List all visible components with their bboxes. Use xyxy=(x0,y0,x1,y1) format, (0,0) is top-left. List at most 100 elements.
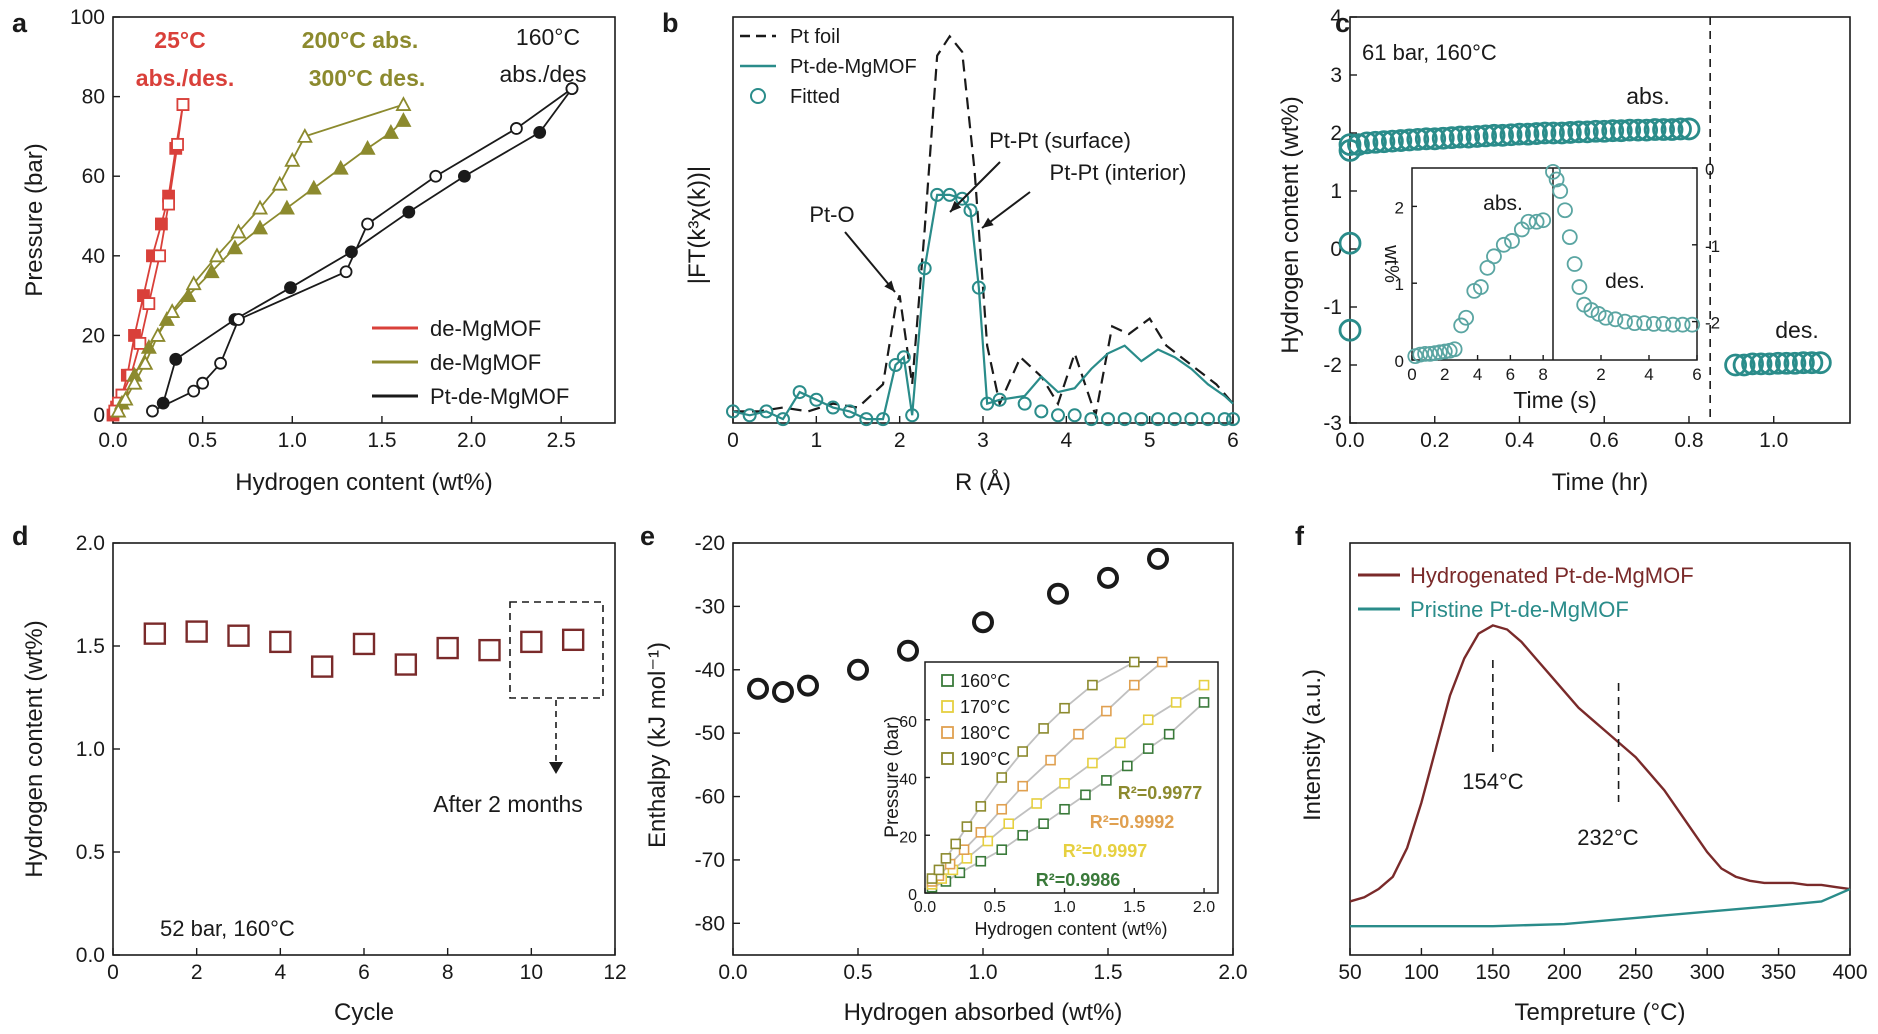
data-point xyxy=(1783,351,1807,375)
data-point xyxy=(1423,127,1447,151)
fit-point xyxy=(1067,408,1082,423)
data-point xyxy=(305,179,322,195)
x-tick-label: 1 xyxy=(810,429,822,452)
data-point xyxy=(1724,353,1747,377)
inset-point xyxy=(1528,213,1545,230)
data-point xyxy=(214,356,227,370)
y-tick-label: -2 xyxy=(1323,354,1342,377)
inset-point xyxy=(982,835,994,847)
y-tick-label: -30 xyxy=(695,595,725,618)
inset-point xyxy=(1170,697,1182,708)
series-line xyxy=(1349,624,1851,903)
annotation: 232°C xyxy=(1577,825,1639,850)
inset-point xyxy=(1017,829,1028,841)
fit-point xyxy=(1201,412,1215,427)
inset-point xyxy=(1645,316,1662,332)
legend-swatch xyxy=(941,726,954,739)
data-point xyxy=(227,624,250,647)
data-point xyxy=(395,112,412,127)
legend-swatch xyxy=(941,752,954,765)
fit-point xyxy=(896,350,911,365)
x-tick-label: 6 xyxy=(1227,429,1239,452)
data-point xyxy=(1626,118,1650,142)
inset-point xyxy=(1655,316,1672,332)
x-tick-label: 1.5 xyxy=(367,429,396,452)
data-point xyxy=(1482,123,1506,147)
y-tick-label: 1.5 xyxy=(76,635,105,658)
data-point xyxy=(1338,318,1362,342)
fit-point xyxy=(1117,412,1132,427)
data-point xyxy=(1516,122,1540,146)
x-tick-label: 0 xyxy=(727,429,739,452)
data-point xyxy=(149,327,166,342)
annotation: abs./des xyxy=(500,61,587,87)
data-point xyxy=(171,137,184,151)
data-point xyxy=(847,658,869,681)
x-tick-label: 300 xyxy=(1690,961,1725,984)
inset-point xyxy=(1101,775,1112,786)
inset-point xyxy=(1446,341,1463,358)
y-tick-label: 2 xyxy=(1330,122,1342,145)
x-tick-label: 150 xyxy=(1475,961,1510,984)
data-point xyxy=(561,628,585,652)
data-point xyxy=(155,217,168,231)
x-tick-label: 3 xyxy=(977,429,989,452)
x-tick-label: 1.5 xyxy=(1093,961,1122,984)
data-point xyxy=(142,297,156,310)
data-point xyxy=(296,128,313,143)
fit-point xyxy=(1134,412,1149,427)
data-point xyxy=(1355,131,1379,155)
inset-point xyxy=(1571,279,1588,295)
y-tick-label: 0 xyxy=(1330,238,1342,261)
panel-d-frame xyxy=(112,542,616,956)
x-tick-label: 50 xyxy=(1338,961,1361,984)
panel-c-title: 61 bar, 160°C xyxy=(1362,40,1497,65)
panel-a-ylabel: Pressure (bar) xyxy=(21,143,48,296)
fit-point xyxy=(992,392,1007,407)
x-tick-label: 350 xyxy=(1761,961,1796,984)
y-tick-label: 40 xyxy=(899,772,917,789)
panel-f-frame xyxy=(1349,542,1851,956)
x-tick-label: 2 xyxy=(1440,365,1449,384)
data-point xyxy=(278,199,295,215)
data-point xyxy=(1533,121,1557,145)
inset-point xyxy=(1003,818,1015,830)
data-point xyxy=(1766,351,1790,375)
inset-xlabel: Time (s) xyxy=(1513,387,1596,413)
data-point xyxy=(269,630,292,654)
fit-point xyxy=(876,412,890,427)
fit-point xyxy=(1034,404,1049,419)
y-tick-label: 3 xyxy=(1330,64,1342,87)
inset-point xyxy=(975,801,987,812)
data-point xyxy=(1741,352,1764,376)
y-tick-label: -50 xyxy=(695,722,725,745)
arrow-head xyxy=(982,217,994,228)
inset-point xyxy=(1486,248,1502,265)
inset-point xyxy=(961,853,973,864)
r2-label: R²=0.9992 xyxy=(1090,812,1175,832)
inset-point xyxy=(1059,803,1070,815)
inset-point xyxy=(996,772,1008,783)
x-tick-label: 2 xyxy=(894,429,906,452)
x-tick-label: 200 xyxy=(1547,961,1582,984)
inset-point xyxy=(1087,757,1098,769)
inset-point xyxy=(1557,202,1573,219)
inset-point xyxy=(996,803,1008,815)
panel-letter-e: e xyxy=(640,521,655,551)
y-tick-label: -3 xyxy=(1323,412,1342,435)
data-point xyxy=(1677,117,1701,141)
x-tick-label: 0.2 xyxy=(1420,429,1449,452)
inset-point xyxy=(1059,777,1070,789)
data-point xyxy=(110,402,127,418)
inset-annotation: des. xyxy=(1605,270,1645,293)
data-point xyxy=(1660,118,1684,141)
panel-c-ylabel: Hydrogen content (wt%) xyxy=(1277,96,1304,353)
inset-point xyxy=(1597,309,1614,326)
panel-d-xlabel: Cycle xyxy=(334,999,394,1026)
data-point xyxy=(164,303,181,318)
data-point xyxy=(402,205,416,219)
x-tick-label: 0.4 xyxy=(1505,429,1535,452)
data-point xyxy=(1491,123,1514,147)
data-point xyxy=(509,122,523,135)
x-tick-label: 0.6 xyxy=(1590,429,1619,452)
